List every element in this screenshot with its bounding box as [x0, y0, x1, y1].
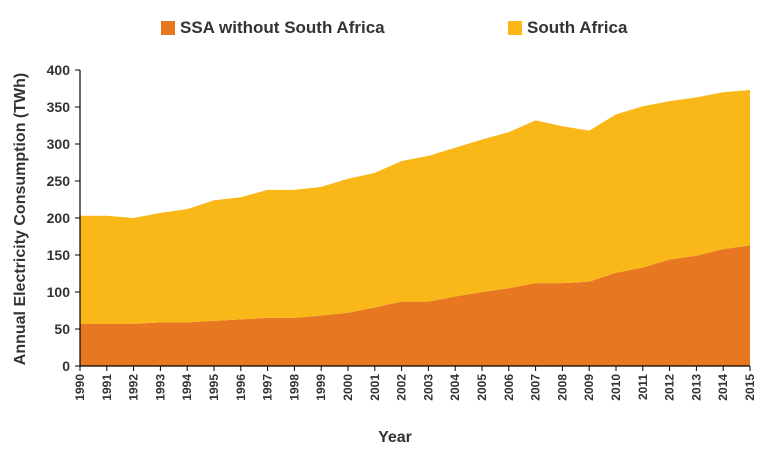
y-tick-label: 50 — [54, 321, 70, 337]
y-tick-label: 200 — [47, 210, 71, 226]
areas-layer — [80, 89, 750, 366]
x-tick-label: 1991 — [100, 374, 114, 401]
y-axis-label: Annual Electricity Consumption (TWh) — [12, 73, 29, 365]
legend-item-south-africa: South Africa — [508, 18, 627, 38]
x-tick-label: 2001 — [368, 374, 382, 401]
y-tick-label: 400 — [47, 62, 71, 78]
x-tick-label: 2015 — [743, 374, 757, 401]
x-tick-label: 2005 — [475, 374, 489, 401]
legend-swatch-ssa — [161, 21, 175, 35]
x-axis-label: Year — [378, 429, 412, 446]
y-tick-label: 350 — [47, 99, 71, 115]
x-tick-label: 1992 — [127, 374, 141, 401]
legend-label-south-africa: South Africa — [527, 18, 628, 37]
x-tick-label: 2011 — [636, 374, 650, 400]
y-tick-label: 250 — [47, 173, 71, 189]
x-tick-label: 2007 — [529, 374, 543, 401]
x-tick-label: 1999 — [314, 374, 328, 401]
x-tick-label: 2014 — [716, 374, 730, 401]
x-tick-label: 1998 — [287, 374, 301, 401]
x-tick-label: 2003 — [421, 374, 435, 401]
legend-label-ssa: SSA without South Africa — [180, 18, 385, 37]
x-tick-label: 2008 — [555, 374, 569, 401]
x-tick-label: 2004 — [448, 374, 462, 401]
legend-swatch-south-africa — [508, 21, 522, 35]
y-tick-label: 150 — [47, 247, 71, 263]
legend-item-ssa: SSA without South Africa — [161, 18, 385, 38]
x-tick-label: 1996 — [234, 374, 248, 401]
y-tick-label: 100 — [47, 284, 71, 300]
x-tick-label: 2012 — [663, 374, 677, 401]
y-tick-label: 0 — [62, 358, 70, 374]
area-south-africa — [80, 89, 750, 324]
x-tick-label: 1997 — [261, 374, 275, 401]
x-tick-label: 2002 — [395, 374, 409, 401]
y-tick-label: 300 — [47, 136, 71, 152]
axes-layer: 0 50 100 150 200 250 300 350 400 1990 1991 1992 1993… — [47, 62, 757, 401]
x-tick-label: 2010 — [609, 374, 623, 401]
x-tick-label: 1990 — [73, 374, 87, 401]
x-tick-label: 1994 — [180, 374, 194, 401]
area-ssa-without-south-africa — [80, 245, 750, 366]
x-tick-label: 1993 — [153, 374, 167, 401]
x-tick-label: 2000 — [341, 374, 355, 401]
x-tick-label: 2013 — [689, 374, 703, 401]
x-tick-label: 1995 — [207, 374, 221, 401]
x-tick-label: 2006 — [502, 374, 516, 401]
x-tick-label: 2009 — [582, 374, 596, 401]
